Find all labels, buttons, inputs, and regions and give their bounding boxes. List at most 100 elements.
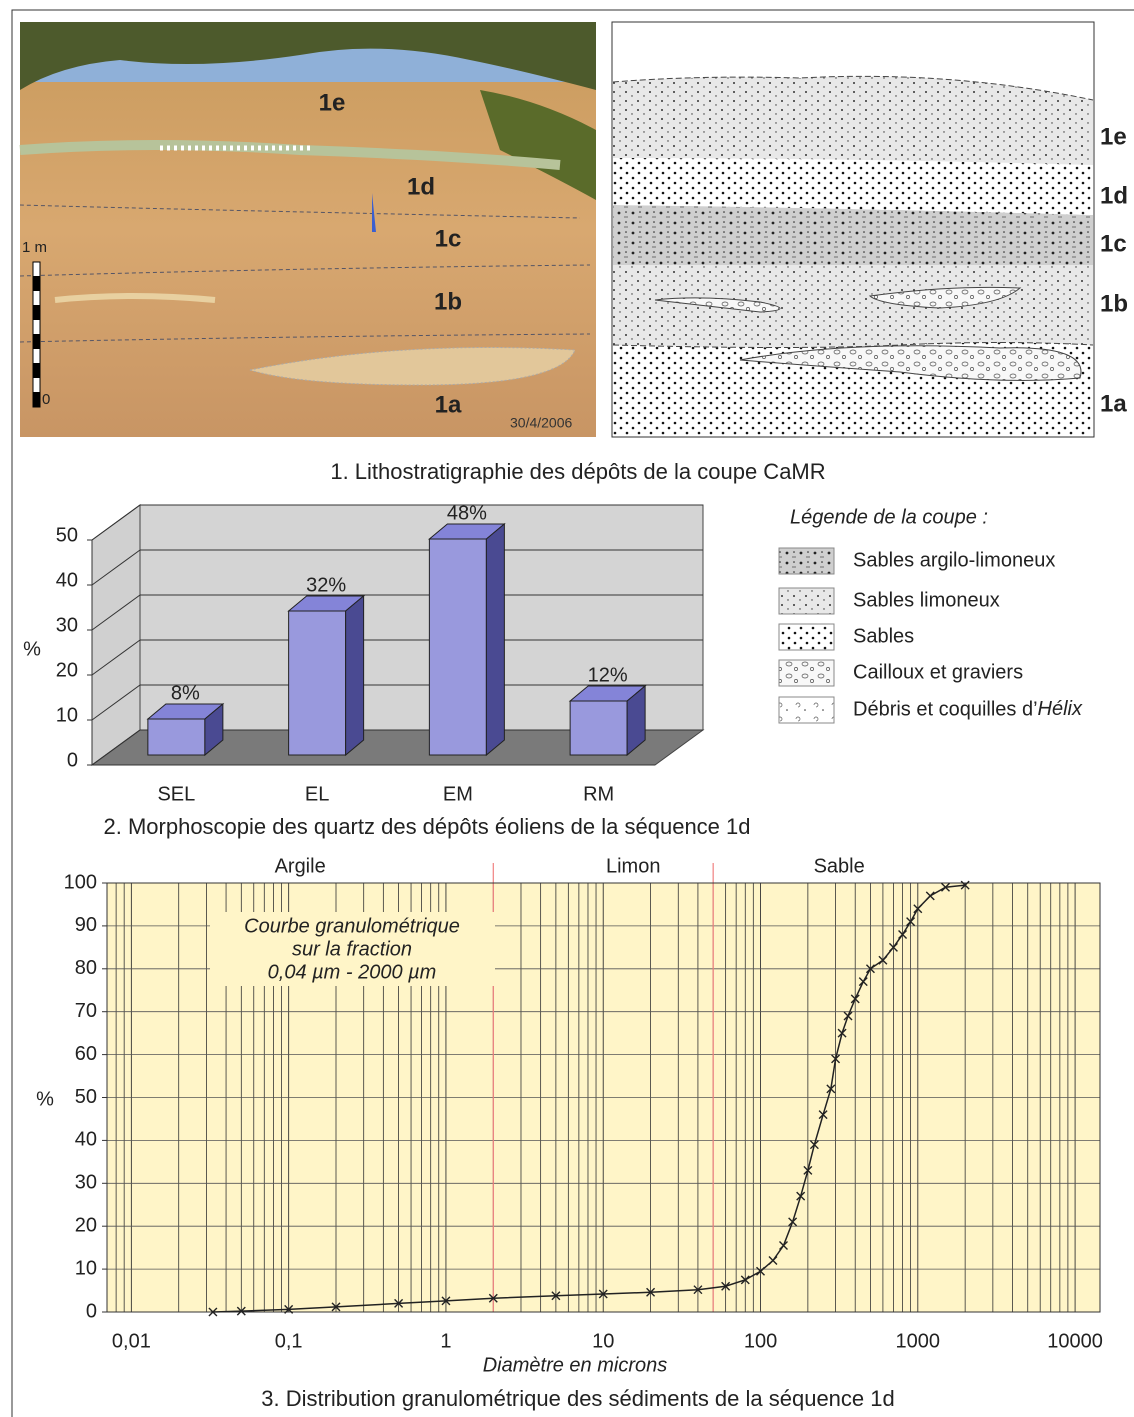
y-tick-label: 0 — [67, 749, 78, 771]
legend-swatch — [778, 659, 835, 687]
section-diagram — [611, 21, 1095, 438]
point — [858, 977, 868, 987]
x-tick-label: 10000 — [1047, 1330, 1103, 1352]
legend: Sables argilo-limoneux Sables limoneux Sab… — [778, 547, 1083, 724]
zone-label: Limon — [606, 855, 660, 877]
y-tick-label: 70 — [75, 1000, 97, 1022]
point — [284, 1304, 294, 1314]
grid-line — [91, 504, 141, 541]
legend-swatch — [778, 547, 835, 575]
photo-label: 1d — [407, 173, 435, 200]
legend-label: Sables argilo-limoneux — [853, 549, 1055, 571]
section-label: 1e — [1100, 123, 1127, 150]
grid-line — [91, 594, 141, 631]
value-label: 8% — [171, 682, 200, 704]
point — [843, 1011, 853, 1021]
y-tick-label: 60 — [75, 1043, 97, 1065]
point — [878, 955, 888, 965]
grid-line — [91, 684, 141, 721]
annotation: Courbe granulométrique — [244, 915, 460, 937]
x-tick-label: EL — [305, 783, 329, 805]
point — [551, 1291, 561, 1301]
y-tick-label: 40 — [75, 1129, 97, 1151]
annotation: 0,04 µm - 2000 µm — [268, 961, 437, 983]
legend-swatch — [778, 587, 835, 615]
x-tick-label: 10 — [592, 1330, 614, 1352]
frame — [11, 9, 1134, 1417]
point — [831, 1054, 841, 1064]
point — [488, 1293, 498, 1303]
x-axis-label: Diamètre en microns — [483, 1354, 668, 1376]
point — [888, 942, 898, 952]
section-label: 1b — [1100, 290, 1128, 317]
bar-side — [204, 702, 224, 757]
point — [394, 1298, 404, 1308]
point — [756, 1266, 766, 1276]
photo-label: 1e — [319, 89, 346, 116]
x-tick-label: 1 — [440, 1330, 451, 1352]
point — [818, 1110, 828, 1120]
photo — [19, 22, 596, 437]
point — [693, 1285, 703, 1295]
y-tick-label: 0 — [86, 1300, 97, 1322]
legend-swatch — [778, 696, 835, 724]
zone-label: Argile — [275, 855, 326, 877]
section-label: 1d — [1100, 182, 1128, 209]
photo-label: 1a — [435, 391, 462, 418]
legend-swatch — [778, 623, 835, 651]
x-tick-label: 100 — [744, 1330, 777, 1352]
point — [906, 917, 916, 927]
y-tick-label: 10 — [56, 704, 78, 726]
caption: 2. Morphoscopie des quartz des dépôts éo… — [104, 814, 751, 839]
bar-side — [626, 684, 646, 757]
grid-line — [91, 729, 141, 766]
y-tick-label: 40 — [56, 569, 78, 591]
point — [925, 891, 935, 901]
annotation-box — [210, 912, 495, 986]
y-tick-label: 90 — [75, 914, 97, 936]
y-tick-label: 30 — [56, 614, 78, 636]
bar-side — [345, 594, 365, 757]
point — [826, 1084, 836, 1094]
point — [331, 1302, 341, 1312]
legend-label: Débris et coquilles d’Hélix — [853, 698, 1083, 720]
section-label: 1a — [1100, 390, 1127, 417]
grid-line — [91, 639, 141, 676]
grid-line — [91, 549, 141, 586]
x-tick-label: 1000 — [896, 1330, 941, 1352]
point — [208, 1307, 218, 1317]
point — [913, 904, 923, 914]
plot-border — [106, 882, 1101, 1313]
x-tick-label: 0,01 — [112, 1330, 151, 1352]
y-axis-label: % — [36, 1088, 54, 1110]
bar-front — [569, 700, 628, 756]
point — [837, 1028, 847, 1038]
scale-top: 1 m — [22, 239, 47, 256]
point — [865, 964, 875, 974]
y-tick-label: 20 — [75, 1214, 97, 1236]
photo-date: 30/4/2006 — [510, 415, 572, 431]
value-label: 48% — [447, 502, 487, 524]
y-axis-label: % — [23, 638, 41, 660]
point — [898, 929, 908, 939]
section-label: 1c — [1100, 230, 1127, 257]
value-label: 32% — [306, 574, 346, 596]
point — [721, 1281, 731, 1291]
point — [850, 994, 860, 1004]
point — [803, 1165, 813, 1175]
photo-label: 1b — [434, 288, 462, 315]
photo-label: 1c — [435, 225, 462, 252]
bar-side — [485, 522, 505, 757]
point — [768, 1256, 778, 1266]
point — [960, 880, 970, 890]
point — [598, 1289, 608, 1299]
y-tick-label: 80 — [75, 957, 97, 979]
bar-front — [147, 718, 206, 756]
x-tick-label: EM — [443, 783, 473, 805]
y-tick-label: 50 — [56, 524, 78, 546]
point — [740, 1275, 750, 1285]
value-label: 12% — [588, 664, 628, 686]
zone-label: Sable — [814, 855, 865, 877]
point — [236, 1306, 246, 1316]
